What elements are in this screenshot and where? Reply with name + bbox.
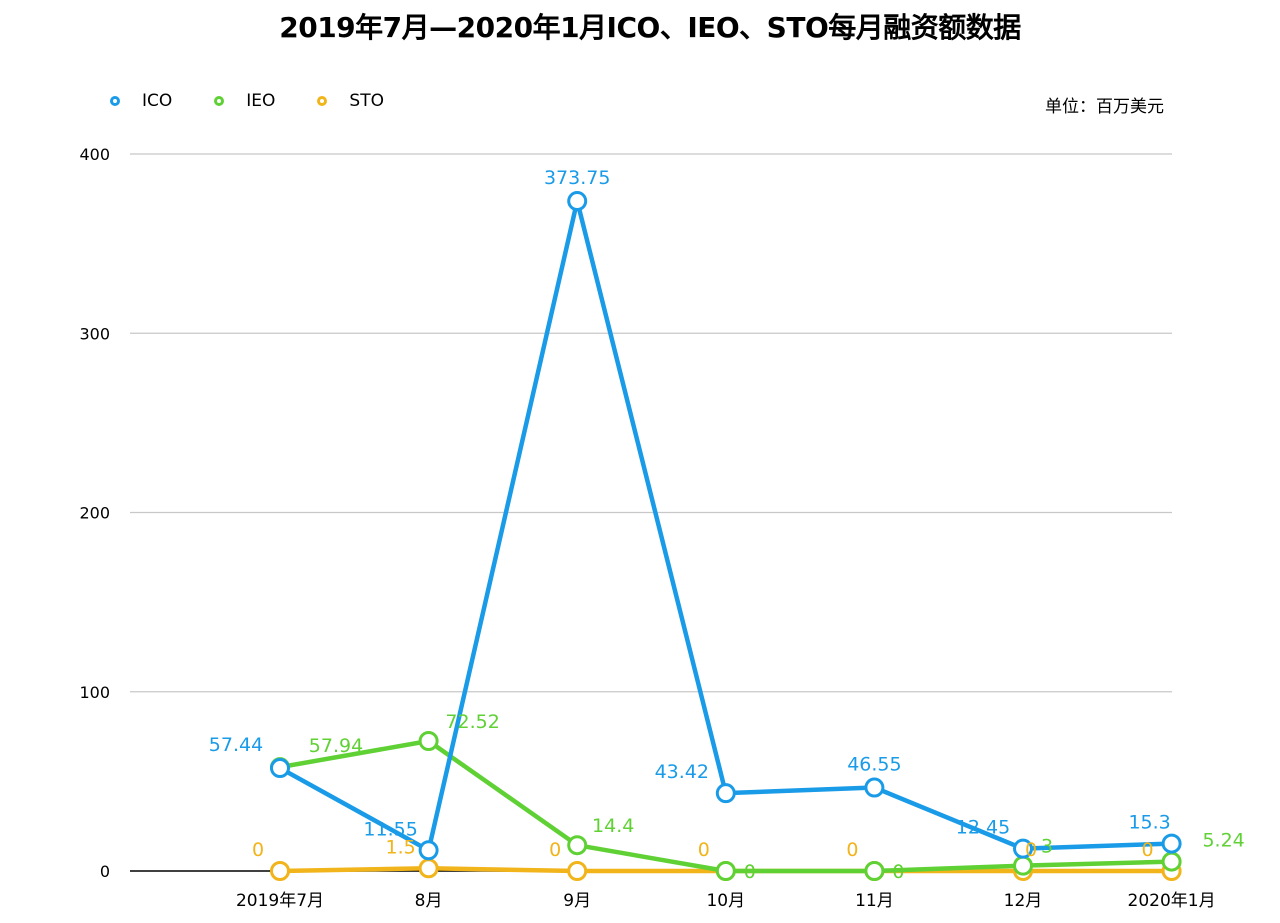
- data-point-sto: [418, 858, 439, 879]
- legend-swatch-ico: [110, 96, 120, 106]
- series-ico: [270, 191, 1182, 861]
- data-label-ico: 57.44: [209, 734, 263, 756]
- data-label-sto: 0: [252, 839, 264, 861]
- legend-item-ico[interactable]: ICO: [110, 91, 172, 111]
- data-point-ieo: [715, 861, 736, 881]
- data-label-ieo: 0: [892, 861, 904, 883]
- data-label-ieo: 57.94: [309, 735, 363, 757]
- legend-label-ieo: IEO: [246, 91, 276, 111]
- data-label-ico: 46.55: [847, 754, 901, 776]
- y-tick-label: 0: [100, 862, 110, 881]
- data-label-sto: 0: [698, 839, 710, 861]
- data-point-ico: [864, 777, 885, 798]
- data-label-ieo: 3: [1041, 836, 1053, 858]
- legend-swatch-ieo: [214, 96, 225, 106]
- data-label-sto: 0: [1025, 839, 1037, 861]
- data-label-ico: 43.42: [655, 761, 709, 783]
- x-tick-label: 2019年7月: [236, 891, 324, 911]
- series-line-ico: [277, 198, 1174, 853]
- x-tick-label: 2020年1月: [1128, 891, 1216, 911]
- y-tick-label: 100: [79, 683, 110, 702]
- y-tick-label: 300: [79, 324, 110, 343]
- data-label-sto: 0: [846, 839, 858, 861]
- y-tick-label: 200: [79, 504, 110, 523]
- data-point-ieo: [1161, 851, 1182, 872]
- data-label-ieo: 0: [744, 861, 756, 883]
- data-label-sto: 0: [1142, 839, 1154, 861]
- data-label-ico: 11.55: [363, 818, 417, 840]
- data-label-ieo: 72.52: [445, 711, 499, 733]
- data-label-ico: 15.3: [1128, 812, 1170, 834]
- chart-title: 2019年7月—2020年1月ICO、IEO、STO每月融资额数据: [279, 11, 1021, 44]
- data-label-ieo: 5.24: [1202, 830, 1244, 852]
- x-tick-label: 10月: [706, 891, 745, 911]
- data-label-ico: 373.75: [544, 167, 610, 189]
- data-label-ieo: 14.4: [592, 815, 634, 837]
- data-point-sto: [567, 861, 588, 881]
- data-point-sto: [270, 861, 290, 881]
- data-point-ieo: [864, 861, 885, 881]
- y-tick-label: 400: [79, 145, 110, 164]
- data-label-sto: 0: [549, 839, 561, 861]
- x-tick-label: 11月: [855, 891, 894, 911]
- legend-label-sto: STO: [349, 91, 384, 111]
- data-point-ico: [1013, 838, 1033, 859]
- x-tick-label: 8月: [415, 891, 443, 911]
- data-point-ico: [1161, 833, 1182, 854]
- data-point-ico: [567, 191, 588, 212]
- x-tick-label: 12月: [1004, 891, 1043, 911]
- data-point-ico: [418, 840, 439, 861]
- data-point-ieo: [418, 731, 439, 752]
- x-tick-label: 9月: [563, 891, 591, 911]
- legend-item-sto[interactable]: STO: [317, 91, 384, 111]
- legend-swatch-sto: [317, 96, 328, 106]
- unit-label: 单位：百万美元: [1045, 97, 1164, 117]
- legend-label-ico: ICO: [142, 91, 173, 111]
- legend-item-ieo[interactable]: IEO: [214, 91, 275, 111]
- data-point-ico: [715, 783, 736, 804]
- data-label-ico: 12.45: [956, 817, 1010, 839]
- data-label-sto: 1.5: [385, 836, 415, 858]
- data-point-ico: [270, 758, 290, 779]
- data-point-ieo: [567, 835, 588, 856]
- legend: ICO IEO STO: [110, 91, 426, 111]
